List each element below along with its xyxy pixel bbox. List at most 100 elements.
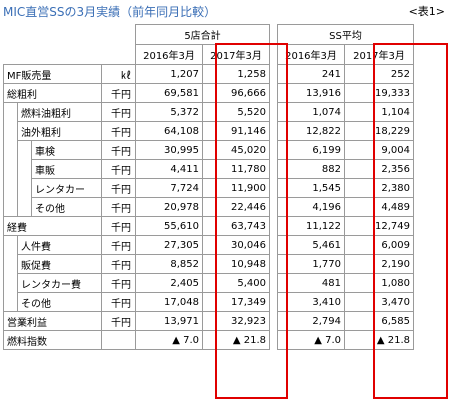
row-label: レンタカー (31, 178, 102, 198)
header-group-average: SS平均 (277, 24, 414, 45)
row-label: 油外粗利 (17, 121, 102, 141)
header-row-group: 5店合計 SS平均 (4, 24, 414, 45)
row-unit: 千円 (101, 121, 136, 141)
header-corner (4, 25, 136, 45)
row-unit: 千円 (101, 159, 136, 179)
row-label: 営業利益 (3, 311, 102, 331)
row-label: 車販 (31, 159, 102, 179)
cell-total-2017: 5,520 (202, 102, 270, 122)
cell-average-2017: 2,190 (344, 254, 414, 274)
row-label: 販促費 (17, 254, 102, 274)
cell-average-2017: 1,104 (344, 102, 414, 122)
cell-average-2016: ▲ 7.0 (277, 330, 345, 350)
row-unit: 千円 (101, 83, 136, 103)
row-unit: 千円 (101, 140, 136, 160)
cell-total-2016: 7,724 (135, 178, 203, 198)
table-row: MF販売量 ㎘ 1,207 1,258 241 252 (3, 64, 414, 84)
cell-total-2016: 8,852 (135, 254, 203, 274)
cell-total-2017: 32,923 (202, 311, 270, 331)
header-average-2017: 2017年3月 (344, 44, 414, 65)
cell-average-2017: 19,333 (344, 83, 414, 103)
row-label: 車検 (31, 140, 102, 160)
cell-average-2016: 2,794 (277, 311, 345, 331)
cell-total-2016: 4,411 (135, 159, 203, 179)
cell-average-2016: 4,196 (277, 197, 345, 217)
cell-total-2017: ▲ 21.8 (202, 330, 270, 350)
cell-average-2016: 12,822 (277, 121, 345, 141)
table-row: その他 千円 20,978 22,446 4,196 4,489 (4, 197, 414, 217)
cell-average-2017: ▲ 21.8 (344, 330, 414, 350)
cell-average-2017: 12,749 (344, 216, 414, 236)
cell-average-2017: 18,229 (344, 121, 414, 141)
results-table: 5店合計 SS平均 2016年3月 2017年3月 2016年3月 2017年3… (3, 24, 414, 350)
row-unit: 千円 (101, 292, 136, 312)
cell-total-2016: 1,207 (135, 64, 203, 84)
header-total-2016: 2016年3月 (135, 44, 203, 65)
cell-total-2017: 91,146 (202, 121, 270, 141)
row-label: レンタカー費 (17, 273, 102, 293)
cell-total-2017: 10,948 (202, 254, 270, 274)
row-label: 人件費 (17, 235, 102, 255)
cell-total-2017: 22,446 (202, 197, 270, 217)
row-label: その他 (17, 292, 102, 312)
cell-average-2017: 4,489 (344, 197, 414, 217)
cell-average-2016: 6,199 (277, 140, 345, 160)
table-title: MIC直営SSの3月実績（前年同月比較） (3, 5, 217, 19)
header-group-total: 5店合計 (135, 24, 270, 45)
table-row: 燃料油粗利 千円 5,372 5,520 1,074 1,104 (3, 102, 414, 217)
table-row: 油外粗利 千円 64,108 91,146 12,822 18,229 (4, 121, 414, 141)
indent-cell (3, 235, 18, 312)
cell-average-2016: 882 (277, 159, 345, 179)
cell-average-2017: 6,009 (344, 235, 414, 255)
row-unit: 千円 (101, 178, 136, 198)
row-unit: 千円 (101, 254, 136, 274)
row-label: 総粗利 (3, 83, 102, 103)
cell-total-2016: 2,405 (135, 273, 203, 293)
cell-average-2016: 3,410 (277, 292, 345, 312)
header-row-years: 2016年3月 2017年3月 2016年3月 2017年3月 (4, 44, 414, 65)
cell-total-2016: 13,971 (135, 311, 203, 331)
cell-average-2016: 481 (277, 273, 345, 293)
cell-total-2017: 63,743 (202, 216, 270, 236)
cell-total-2016: 20,978 (135, 197, 203, 217)
row-unit: 千円 (101, 197, 136, 217)
table-row: 経費 千円 55,610 63,743 11,122 12,749 (3, 216, 414, 236)
row-unit: 千円 (101, 273, 136, 293)
row-label: その他 (31, 197, 102, 217)
cell-total-2016: 30,995 (135, 140, 203, 160)
cell-total-2017: 11,900 (202, 178, 270, 198)
cell-total-2016: 64,108 (135, 121, 203, 141)
table-row: その他 千円 17,048 17,349 3,410 3,470 (4, 292, 414, 312)
cell-average-2017: 3,470 (344, 292, 414, 312)
indent-cell (3, 102, 18, 217)
cell-average-2016: 1,545 (277, 178, 345, 198)
table-tag: <表1> (408, 5, 445, 18)
row-label: 燃料油粗利 (17, 102, 102, 122)
cell-total-2017: 5,400 (202, 273, 270, 293)
header-average-2016: 2016年3月 (277, 44, 345, 65)
cell-total-2017: 45,020 (202, 140, 270, 160)
table-row: 車検 千円 30,995 45,020 6,199 9,004 (4, 140, 414, 217)
cell-average-2016: 11,122 (277, 216, 345, 236)
cell-average-2017: 1,080 (344, 273, 414, 293)
row-label: 経費 (3, 216, 102, 236)
cell-average-2017: 252 (344, 64, 414, 84)
cell-average-2016: 5,461 (277, 235, 345, 255)
table-row: レンタカー費 千円 2,405 5,400 481 1,080 (4, 273, 414, 293)
cell-average-2016: 1,074 (277, 102, 345, 122)
row-label: MF販売量 (3, 64, 102, 84)
cell-total-2017: 96,666 (202, 83, 270, 103)
row-unit: 千円 (101, 311, 136, 331)
table-row: レンタカー 千円 7,724 11,900 1,545 2,380 (4, 178, 414, 198)
cell-total-2016: 69,581 (135, 83, 203, 103)
cell-total-2016: ▲ 7.0 (135, 330, 203, 350)
table-row: 営業利益 千円 13,971 32,923 2,794 6,585 (3, 311, 414, 331)
cell-average-2016: 13,916 (277, 83, 345, 103)
table-row: 総粗利 千円 69,581 96,666 13,916 19,333 (3, 83, 414, 103)
cell-total-2017: 17,349 (202, 292, 270, 312)
cell-average-2016: 241 (277, 64, 345, 84)
cell-total-2016: 17,048 (135, 292, 203, 312)
row-unit (101, 330, 136, 350)
cell-average-2017: 6,585 (344, 311, 414, 331)
cell-total-2017: 1,258 (202, 64, 270, 84)
